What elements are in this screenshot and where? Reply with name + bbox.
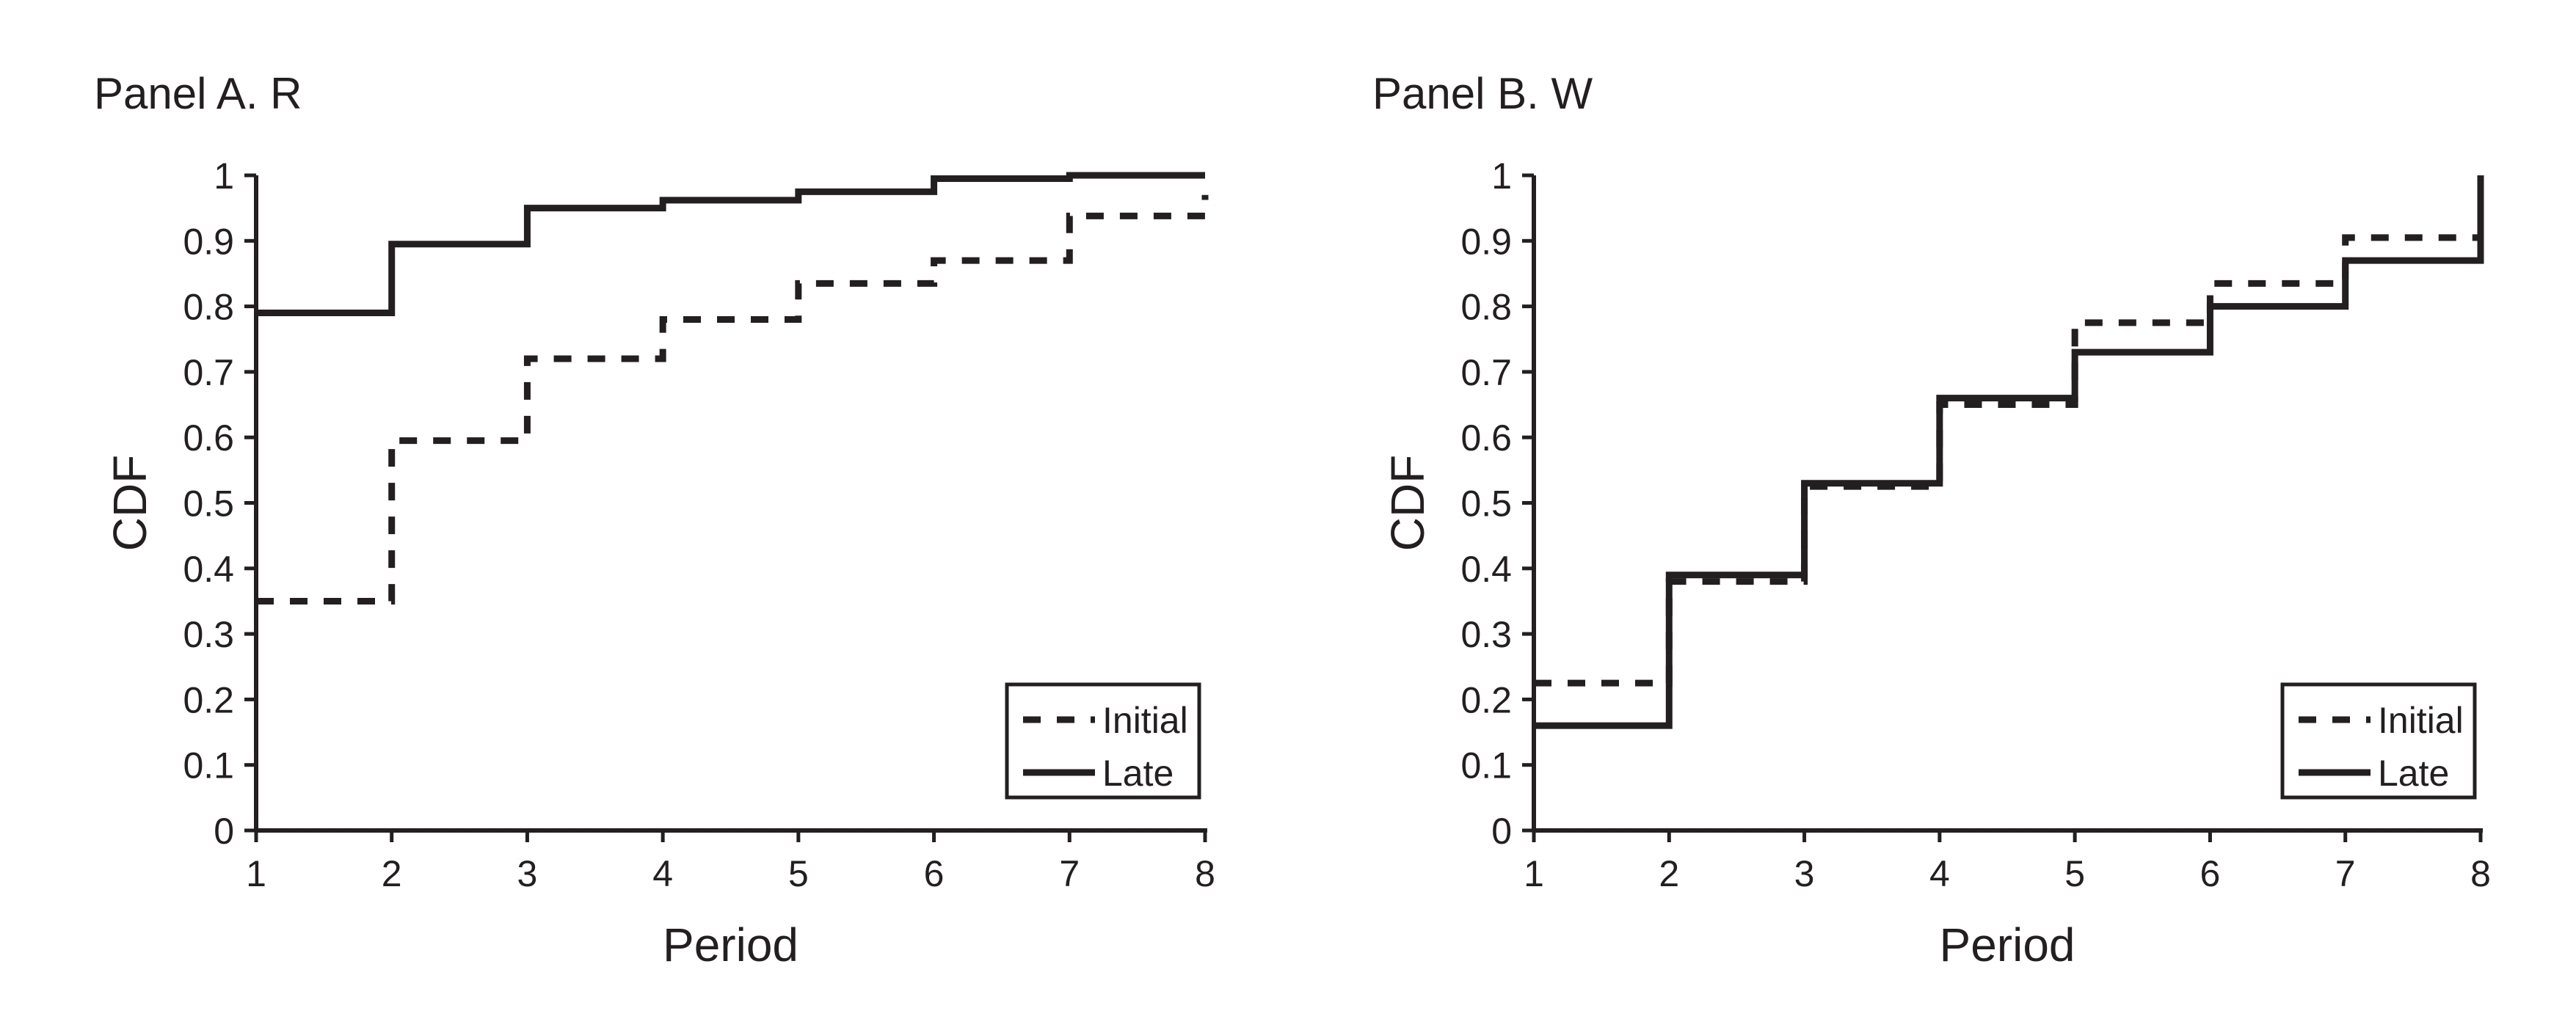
- y-tick-label: 0.8: [183, 287, 234, 328]
- x-axis-label: Period: [1940, 918, 2075, 971]
- panel-title: Panel B. W: [1372, 69, 1593, 118]
- legend-label: Initial: [1102, 700, 1188, 741]
- x-tick-label: 1: [246, 853, 266, 894]
- y-tick-label: 0.2: [1460, 679, 1512, 720]
- y-tick-label: 0.1: [183, 745, 234, 786]
- series-line-late: [256, 172, 1205, 317]
- x-tick-label: 6: [924, 853, 945, 894]
- x-tick-label: 5: [788, 853, 809, 894]
- y-tick-label: 0: [1491, 811, 1512, 852]
- series-line-initial: [1534, 234, 2481, 687]
- legend-label: Late: [1102, 753, 1174, 794]
- x-tick-label: 2: [1659, 853, 1679, 894]
- y-tick-label: 1: [1491, 156, 1512, 197]
- y-tick-label: 0.2: [183, 679, 234, 720]
- x-tick-label: 6: [2200, 853, 2221, 894]
- y-tick-label: 0.1: [1460, 745, 1512, 786]
- x-tick-label: 4: [652, 853, 673, 894]
- legend-box: [2280, 682, 2477, 800]
- series-line-initial: [256, 194, 1209, 605]
- legend-label: Initial: [2378, 700, 2464, 741]
- x-tick-label: 2: [382, 853, 402, 894]
- x-tick-label: 3: [517, 853, 538, 894]
- y-tick-label: 0.9: [1460, 221, 1512, 262]
- x-tick-label: 3: [1794, 853, 1815, 894]
- x-axis-label: Period: [663, 918, 798, 971]
- panel-title: Panel A. R: [94, 69, 302, 118]
- y-tick-label: 0: [214, 811, 234, 852]
- y-tick-label: 0.4: [183, 549, 234, 590]
- y-tick-label: 0.6: [183, 417, 234, 459]
- y-tick-label: 0.7: [1460, 352, 1512, 393]
- legend: Initial Late: [1005, 682, 1201, 800]
- y-tick-label: 0.3: [183, 614, 234, 655]
- y-tick-label: 0.6: [1460, 417, 1512, 459]
- y-tick-label: 0.4: [1460, 549, 1512, 590]
- y-tick-label: 1: [214, 156, 234, 197]
- y-tick-label: 0.9: [183, 221, 234, 262]
- y-axis-label: CDF: [103, 455, 156, 552]
- legend: Initial Late: [2280, 682, 2477, 800]
- x-tick-label: 7: [2335, 853, 2356, 894]
- y-tick-label: 0.7: [183, 352, 234, 393]
- y-tick-label: 0.5: [183, 483, 234, 525]
- y-tick-label: 0.8: [1460, 287, 1512, 328]
- x-tick-label: 8: [2470, 853, 2491, 894]
- x-tick-label: 4: [1929, 853, 1950, 894]
- y-axis-label: CDF: [1381, 455, 1434, 552]
- y-tick-label: 0.5: [1460, 483, 1512, 525]
- x-tick-label: 7: [1059, 853, 1080, 894]
- x-tick-label: 8: [1195, 853, 1215, 894]
- legend-label: Late: [2378, 753, 2449, 794]
- legend-box: [1005, 682, 1201, 800]
- series-line-late: [1534, 175, 2484, 729]
- panel-a: Panel A. R 0 0.1 0.2 0.3 0.4 0.5 0.6 0.7 0.8 0.9 1 1…: [94, 69, 1215, 971]
- y-tick-label: 0.3: [1460, 614, 1512, 655]
- x-tick-label: 5: [2064, 853, 2085, 894]
- panel-b: Panel B. W 0 0.1 0.2 0.3 0.4 0.5 0.6 0.7 0.8 0.9 1 1…: [1372, 69, 2491, 971]
- x-tick-label: 1: [1524, 853, 1544, 894]
